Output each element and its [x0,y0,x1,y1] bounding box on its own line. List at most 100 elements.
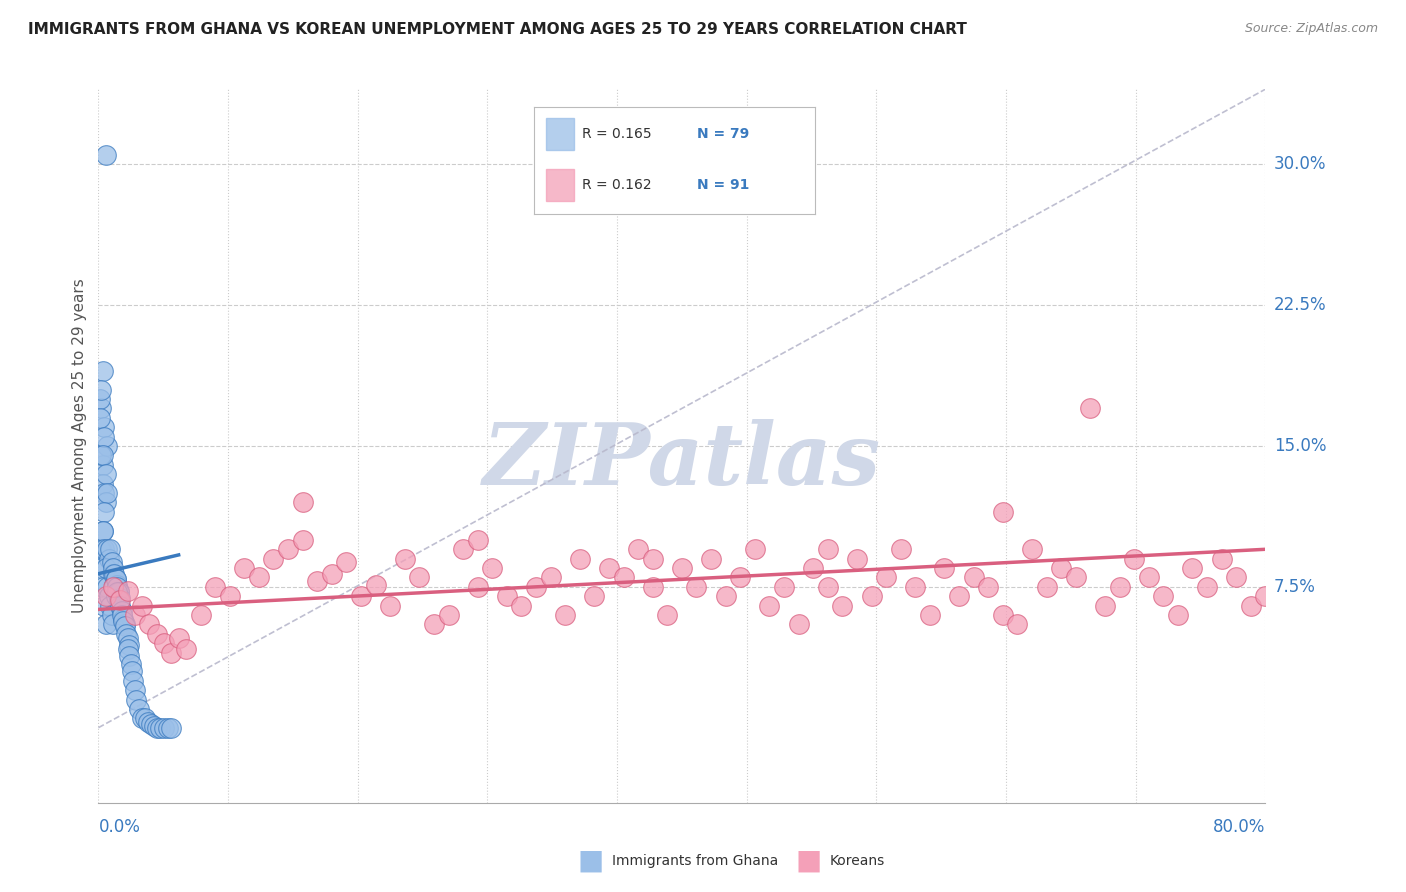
Point [612,570,634,584]
Point [1021,542,1043,557]
Text: 22.5%: 22.5% [1274,296,1326,314]
Point [598,561,620,575]
Text: Source: ZipAtlas.com: Source: ZipAtlas.com [1244,22,1378,36]
Point [117,583,139,598]
Point [174,641,197,656]
Point [136,714,159,729]
Point [218,589,240,603]
Point [89,542,111,557]
Point [121,665,143,679]
Point [540,570,562,584]
Point [773,580,796,594]
Point [1123,551,1146,566]
Point [96,439,118,453]
Point [934,561,956,575]
Text: ■: ■ [578,847,603,875]
Point [481,561,503,575]
Point [104,589,127,603]
Point [437,607,460,622]
Point [467,580,489,594]
Point [451,542,474,557]
Text: Koreans: Koreans [830,854,884,868]
Point [105,585,128,599]
Point [128,702,150,716]
Point [495,589,517,603]
Text: R = 0.162: R = 0.162 [582,178,652,192]
Point [93,486,115,500]
Point [554,607,576,622]
Point [149,721,172,735]
Text: R = 0.165: R = 0.165 [582,127,652,141]
Point [94,467,117,482]
Point [125,692,148,706]
Point [918,607,941,622]
Point [1254,589,1277,603]
Point [510,599,533,613]
Point [568,551,591,566]
Point [350,589,373,603]
Point [685,580,707,594]
Point [90,383,112,397]
Point [108,583,131,598]
Point [89,410,111,425]
Point [1225,570,1247,584]
Point [98,542,121,557]
Point [90,542,112,557]
Point [101,561,124,575]
Point [1050,561,1073,575]
Point [321,566,343,581]
Point [627,542,650,557]
Point [1007,617,1029,632]
Point [744,542,766,557]
Point [364,578,387,592]
Point [90,401,112,416]
Point [96,542,118,557]
Point [890,542,912,557]
Point [948,589,970,603]
Point [262,551,284,566]
Text: 0.0%: 0.0% [98,818,141,836]
Point [94,589,117,603]
Point [91,580,114,594]
Point [845,551,868,566]
Point [101,617,124,632]
Point [90,449,112,463]
Point [91,524,114,538]
Point [787,617,810,632]
Point [714,589,737,603]
Text: IMMIGRANTS FROM GHANA VS KOREAN UNEMPLOYMENT AMONG AGES 25 TO 29 YEARS CORRELATI: IMMIGRANTS FROM GHANA VS KOREAN UNEMPLOY… [28,22,967,37]
Text: N = 79: N = 79 [697,127,749,141]
Point [657,607,679,622]
Point [1108,580,1130,594]
Point [94,617,117,632]
Bar [546,169,574,202]
Point [307,574,329,589]
Point [817,542,839,557]
Point [335,556,357,570]
Point [641,551,664,566]
Point [1195,580,1218,594]
Point [94,495,117,509]
Point [142,719,165,733]
Point [671,561,693,575]
Point [700,551,723,566]
Point [89,392,111,406]
Point [583,589,606,603]
Point [160,646,183,660]
Point [97,551,120,566]
Y-axis label: Unemployment Among Ages 25 to 29 years: Unemployment Among Ages 25 to 29 years [72,278,87,614]
Point [117,631,139,645]
Point [801,561,824,575]
Point [524,580,547,594]
Point [875,570,897,584]
Point [467,533,489,547]
Point [991,607,1014,622]
Point [103,566,125,581]
Point [138,617,160,632]
Point [114,617,136,632]
Point [277,542,299,557]
Point [758,599,780,613]
Point [108,585,131,599]
Text: 30.0%: 30.0% [1274,155,1326,173]
Point [118,649,141,664]
